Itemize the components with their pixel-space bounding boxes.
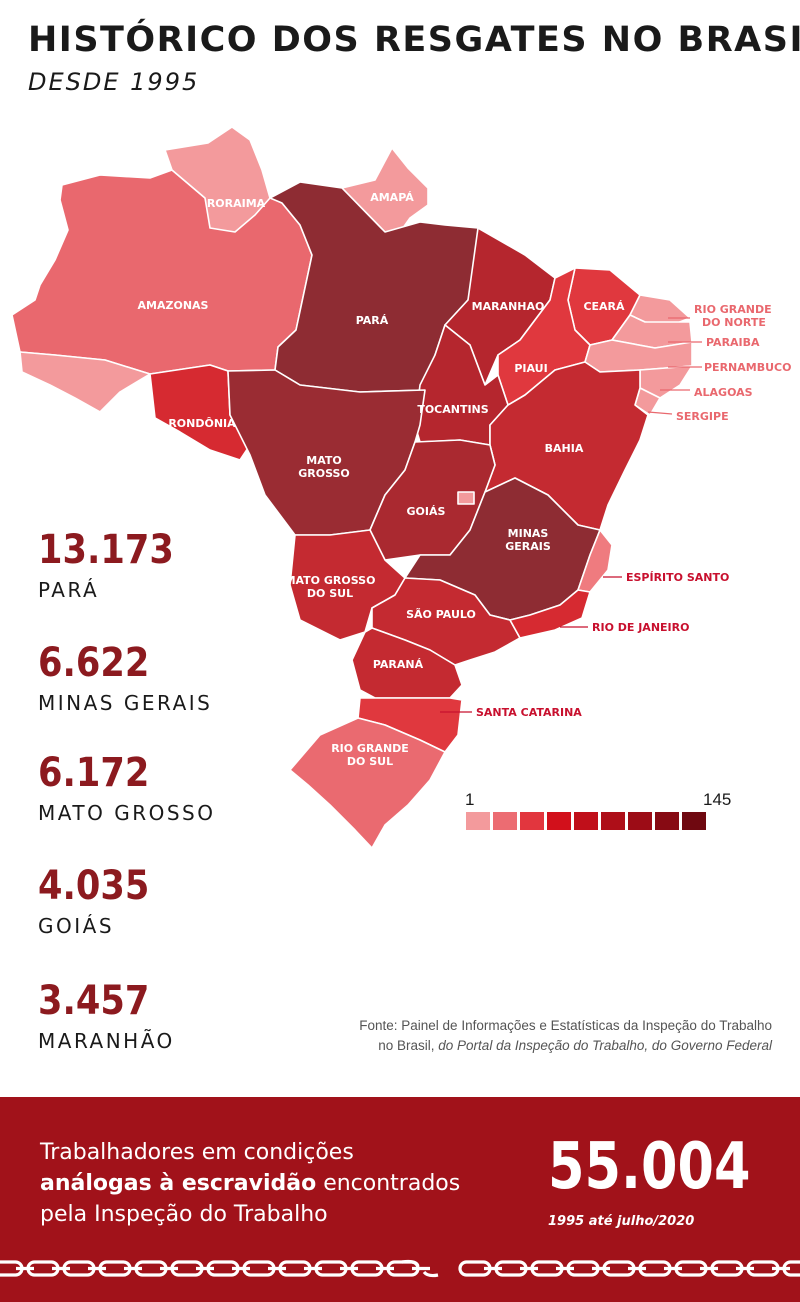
source-line-2-plain: no Brasil,	[378, 1037, 439, 1053]
source-line-2-italic: do Portal da Inspeção do Trabalho, do Go…	[438, 1037, 772, 1053]
label-amapa: AMAPÁ	[370, 191, 414, 204]
label-rondonia: RONDÔNIA	[168, 417, 236, 430]
state-distrito-federal[interactable]	[457, 491, 475, 505]
legend-swatch	[682, 812, 706, 830]
label-paraiba: PARAIBA	[706, 336, 760, 349]
source-note: Fonte: Painel de Informações e Estatísti…	[359, 1016, 772, 1055]
summary-banner: Trabalhadores em condições análogas à es…	[0, 1097, 800, 1302]
label-sergipe: SERGIPE	[676, 410, 729, 423]
ranking-value: 4.035	[38, 863, 150, 909]
source-line-1: Fonte: Painel de Informações e Estatísti…	[359, 1018, 772, 1033]
banner-line-2-bold: análogas à escravidão	[40, 1171, 317, 1197]
brazil-map: RORAIMA AMAPÁ AMAZONAS PARÁ MARANHAO CEA…	[11, 126, 791, 849]
label-rio-de-janeiro: RIO DE JANEIRO	[592, 621, 689, 634]
label-pernambuco: PERNAMBUCO	[704, 361, 791, 374]
legend-min-label: 1	[465, 790, 475, 809]
label-mato-grosso: MATO GROSSO	[298, 454, 350, 480]
ranking-state: MATO GROSSO	[38, 801, 216, 825]
ranking-value: 13.173	[38, 527, 174, 573]
state-rondonia[interactable]	[149, 364, 251, 461]
label-rio-grande-do-sul: RIO GRANDE DO SUL	[331, 742, 409, 768]
legend-max-label: 145	[703, 790, 732, 809]
ranking-value: 6.622	[38, 640, 150, 686]
state-sao-paulo[interactable]	[371, 577, 521, 666]
label-roraima: RORAIMA	[207, 197, 266, 210]
page-title: HISTÓRICO DOS RESGATES NO BRASIL	[28, 20, 800, 60]
label-minas-gerais: MINAS GERAIS	[505, 527, 551, 553]
legend-swatch	[628, 812, 652, 830]
ranking-item: 6.172 MATO GROSSO	[38, 753, 215, 825]
ranking-state: PARÁ	[38, 578, 100, 602]
state-roraima[interactable]	[164, 126, 271, 233]
banner-line-3: pela Inspeção do Trabalho	[40, 1202, 328, 1228]
legend-swatch	[466, 812, 490, 830]
legend-swatch	[574, 812, 598, 830]
label-amazonas: AMAZONAS	[138, 299, 209, 312]
legend-color-scale	[466, 812, 706, 830]
label-maranhao: MARANHAO	[472, 300, 545, 313]
state-rio-grande-do-sul[interactable]	[289, 717, 446, 849]
label-goias: GOIÁS	[407, 505, 446, 518]
legend-swatch	[655, 812, 679, 830]
legend-swatch	[547, 812, 571, 830]
label-espirito-santo: ESPÍRITO SANTO	[626, 571, 729, 584]
label-ceara: CEARÁ	[583, 300, 625, 313]
legend-swatch	[520, 812, 544, 830]
source-line-2: no Brasil, do Portal da Inspeção do Trab…	[359, 1036, 772, 1056]
banner-line-2-rest: encontrados	[316, 1171, 461, 1197]
label-bahia: BAHIA	[545, 442, 584, 455]
legend-swatch	[493, 812, 517, 830]
label-alagoas: ALAGOAS	[694, 386, 753, 399]
ranking-state: MINAS GERAIS	[38, 691, 213, 715]
ranking-value: 6.172	[38, 750, 150, 796]
total-period: 1995 até julho/2020	[548, 1214, 695, 1229]
page-subtitle: DESDE 1995	[28, 68, 200, 96]
ranking-item: 6.622 MINAS GERAIS	[38, 643, 212, 715]
label-rio-grande-do-norte: RIO GRANDE DO NORTE	[694, 303, 772, 329]
label-parana: PARANÁ	[373, 658, 424, 671]
ranking-item: 3.457 MARANHÃO	[38, 981, 175, 1053]
label-piaui: PIAUI	[514, 362, 547, 375]
label-santa-catarina: SANTA CATARINA	[476, 706, 582, 719]
broken-chain-decoration	[0, 1259, 800, 1278]
state-acre[interactable]	[19, 351, 151, 413]
label-sao-paulo: SÃO PAULO	[406, 608, 476, 621]
total-count: 55.004	[548, 1130, 751, 1204]
state-rio-de-janeiro[interactable]	[509, 589, 591, 639]
ranking-state: MARANHÃO	[38, 1029, 175, 1053]
label-para: PARÁ	[356, 314, 389, 327]
ranking-value: 3.457	[38, 978, 150, 1024]
label-tocantins: TOCANTINS	[417, 403, 488, 416]
banner-line-1: Trabalhadores em condições	[40, 1140, 354, 1165]
ranking-item: 13.173 PARÁ	[38, 530, 192, 602]
banner-description: Trabalhadores em condições análogas à es…	[40, 1137, 460, 1231]
ranking-item: 4.035 GOIÁS	[38, 866, 165, 938]
legend-swatch	[601, 812, 625, 830]
label-mato-grosso-do-sul: MATO GROSSO DO SUL	[285, 574, 376, 600]
state-parana[interactable]	[351, 627, 463, 699]
ranking-state: GOIÁS	[38, 914, 115, 938]
